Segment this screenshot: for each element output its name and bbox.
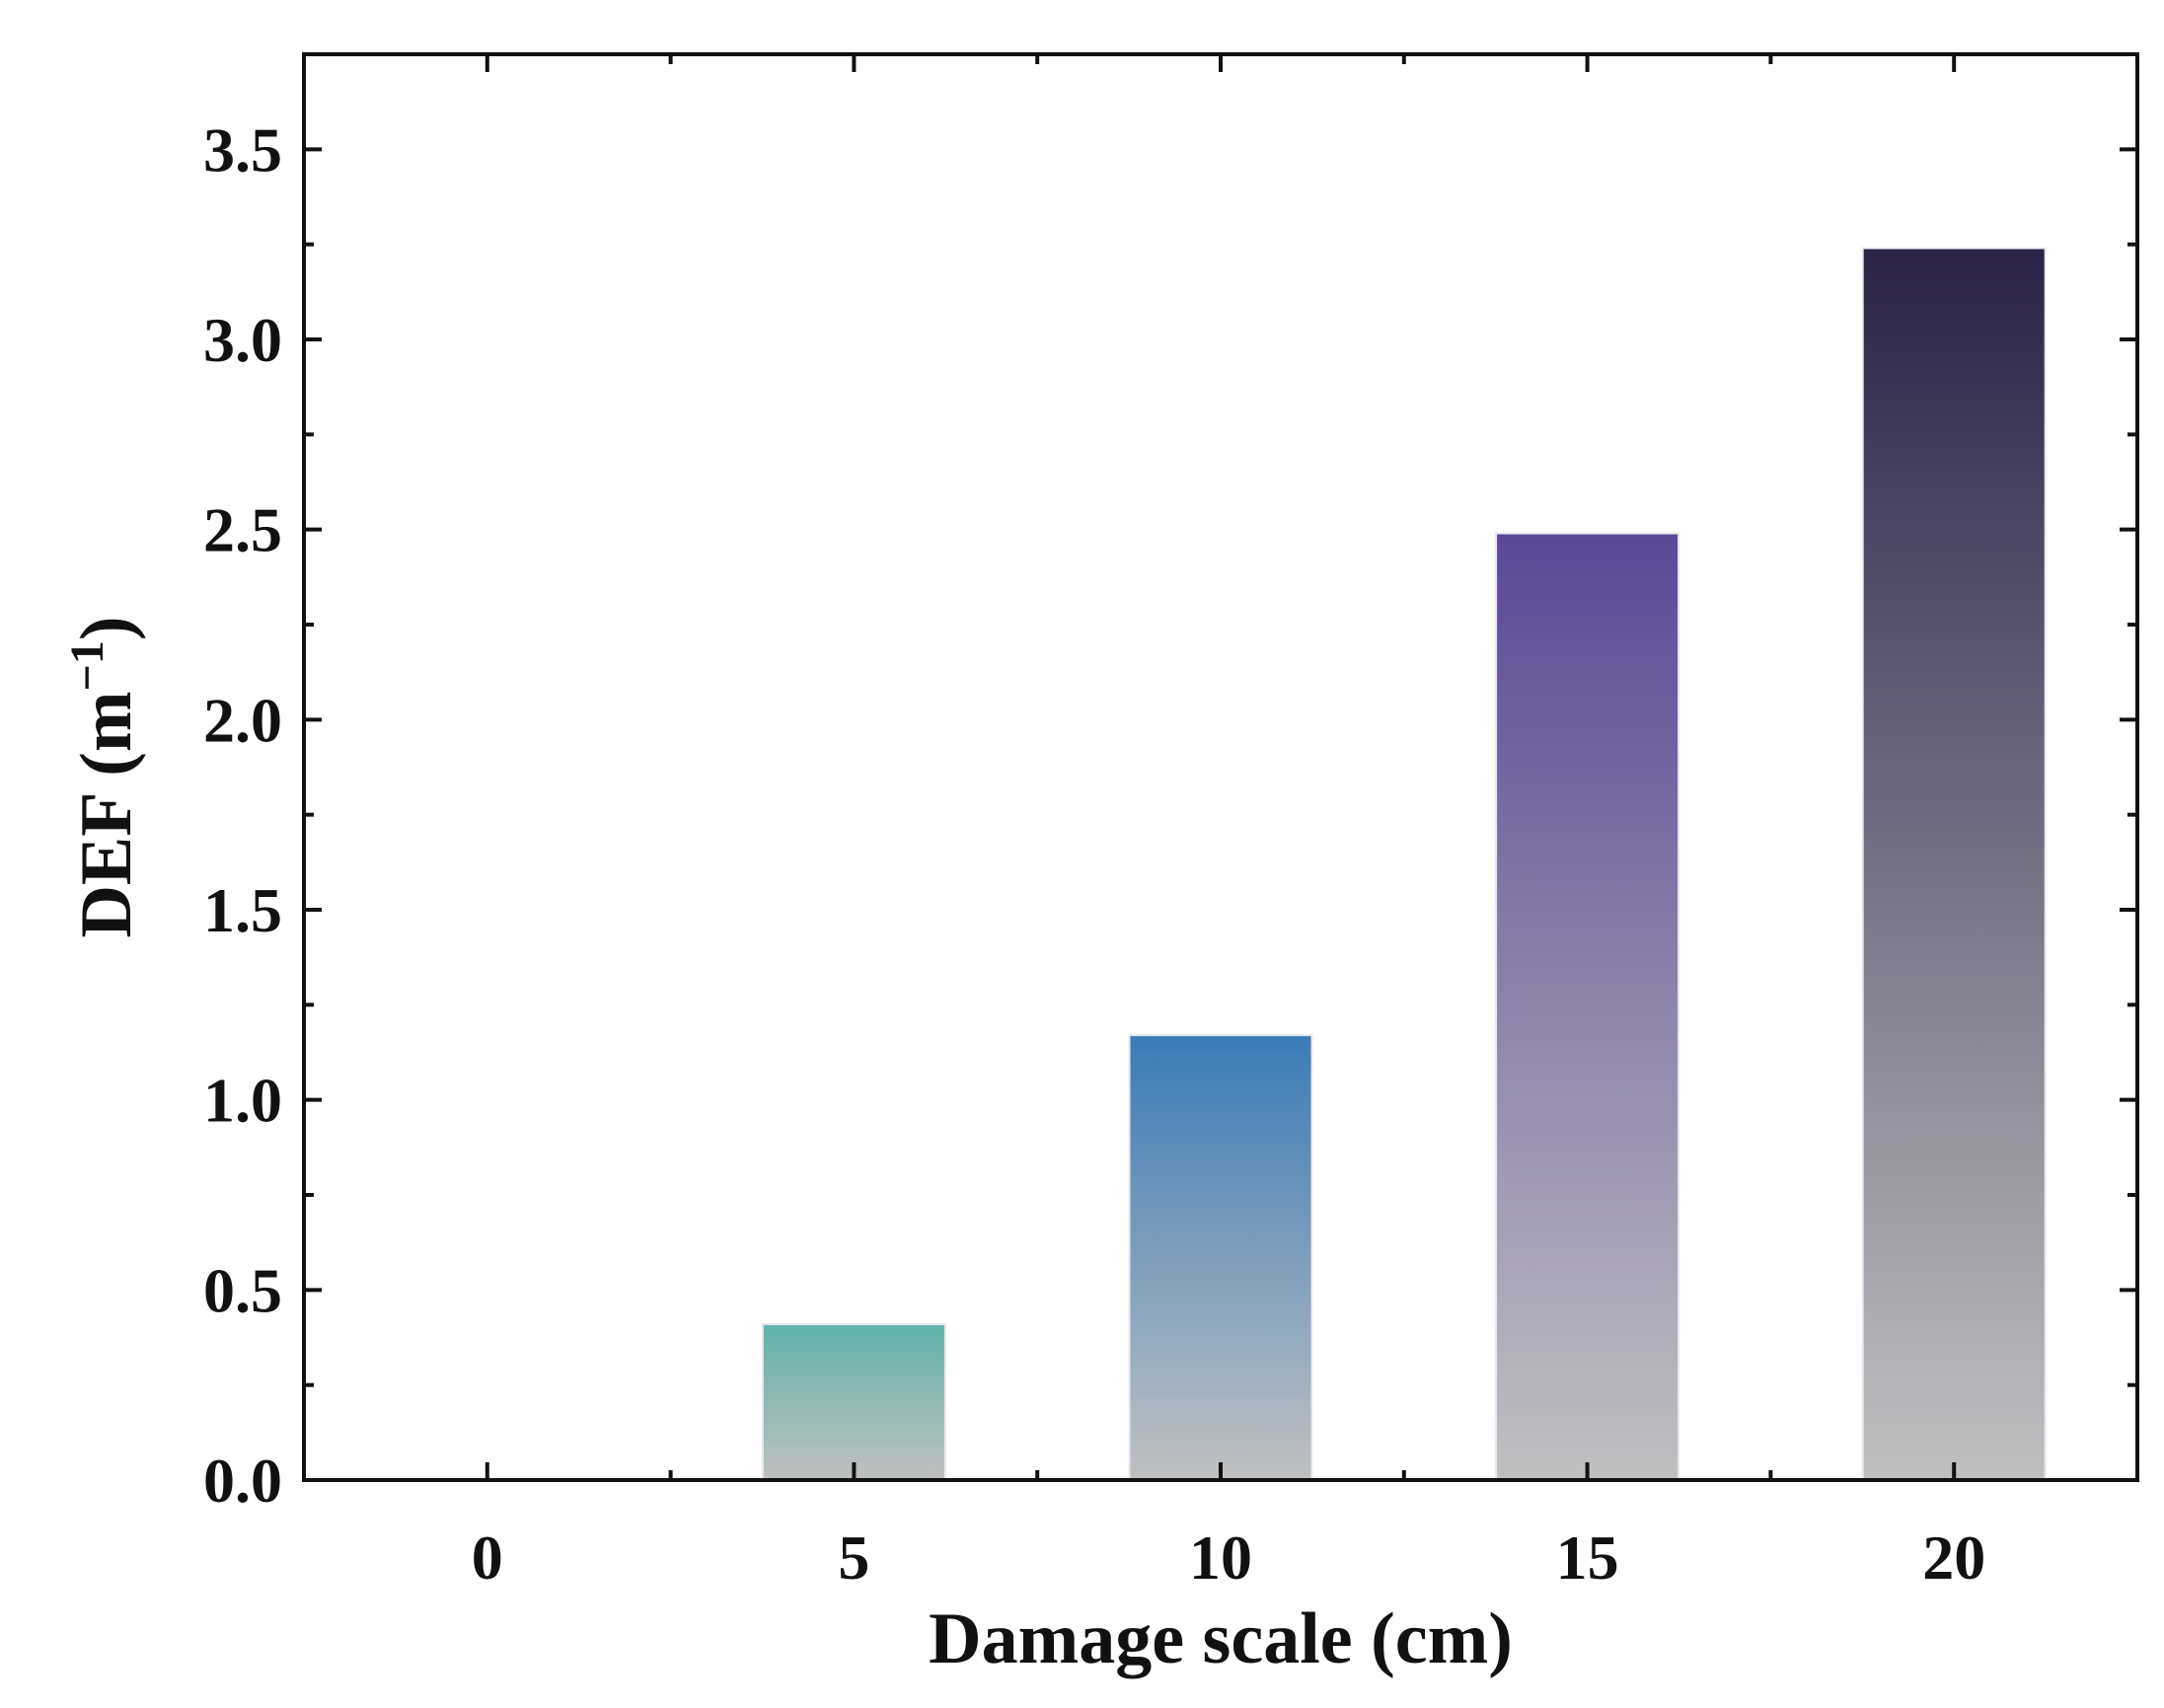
- ticks-group: [302, 52, 2139, 1482]
- x-tick-label: 0: [472, 1522, 503, 1593]
- bar-5: [761, 1323, 946, 1481]
- bar-15: [1495, 532, 1680, 1481]
- bar-10: [1128, 1034, 1313, 1482]
- y-tick-label: 0.5: [203, 1255, 282, 1325]
- y-tick-label: 2.5: [203, 495, 282, 565]
- y-tick-label: 2.0: [203, 685, 282, 755]
- x-tick-label: 5: [838, 1522, 869, 1593]
- y-axis-title-superscript: −1: [61, 640, 113, 691]
- y-tick-label: 3.0: [203, 305, 282, 375]
- x-tick-labels: 0 5 10 15 20: [472, 1522, 1985, 1593]
- y-axis-title-prefix: DEF (m: [66, 691, 147, 937]
- y-tick-label: 1.5: [203, 875, 282, 945]
- x-tick-label: 10: [1189, 1522, 1252, 1593]
- x-tick-label: 15: [1556, 1522, 1619, 1593]
- bars-group: [761, 247, 2047, 1482]
- y-axis-title: DEF (m−1): [61, 616, 147, 937]
- x-tick-label: 20: [1922, 1522, 1985, 1593]
- y-tick-label: 3.5: [203, 114, 282, 185]
- x-axis-title: Damage scale (cm): [929, 1598, 1513, 1679]
- y-tick-label: 1.0: [203, 1066, 282, 1136]
- y-tick-label: 0.0: [203, 1446, 282, 1516]
- y-axis-title-suffix: ): [66, 616, 147, 640]
- bar-20: [1861, 247, 2047, 1481]
- y-tick-labels: 0.0 0.5 1.0 1.5 2.0 2.5 3.0 3.5: [203, 114, 282, 1516]
